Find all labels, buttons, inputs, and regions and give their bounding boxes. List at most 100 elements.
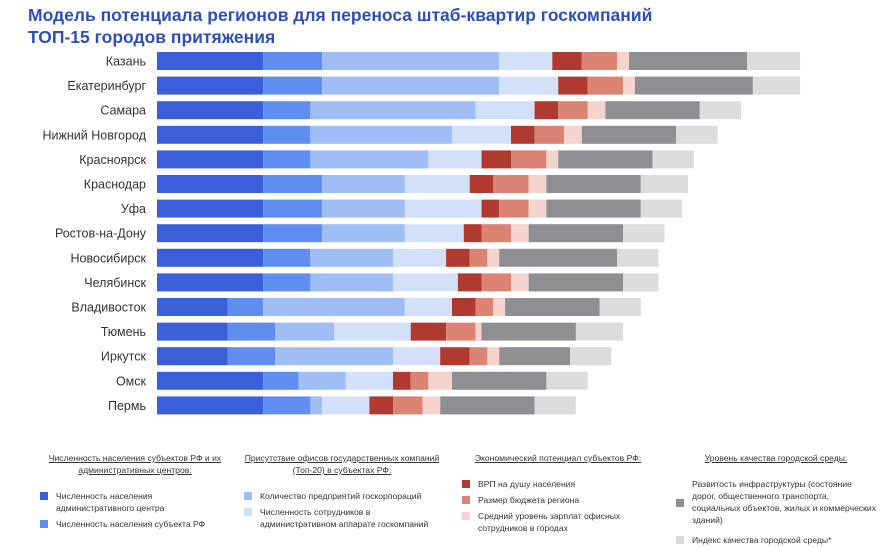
bar-segment-s3 [499, 52, 553, 70]
legend-swatch [244, 492, 252, 500]
bar-segment-s4 [558, 76, 588, 95]
bar-segment-s4 [481, 150, 511, 169]
legend-label: Количество предприятий госкорпораций [260, 491, 422, 501]
bar-segment-s8 [617, 248, 659, 267]
bar-segment-s7 [605, 101, 700, 120]
legend-label: Численность населения административного … [56, 491, 165, 513]
legend-label: Развитость инфраструктуры (состояние дор… [692, 479, 877, 525]
bar-segment-s4 [469, 175, 494, 193]
bar-segment-s7 [499, 347, 570, 366]
category-label: Владивосток [71, 301, 146, 315]
bar-segment-s5 [581, 52, 618, 70]
bar-segment-s0 [157, 224, 264, 243]
bar-segment-s2 [322, 52, 500, 70]
bar-segment-s4 [410, 322, 447, 341]
bar-segment-s8 [546, 371, 588, 390]
bar-segment-s2 [275, 322, 334, 341]
legend-item: Численность населения субъекта РФ [40, 518, 230, 530]
bar-segment-s6 [587, 101, 606, 120]
bar-segment-s2 [310, 125, 452, 144]
bar-segment-s3 [345, 371, 393, 390]
legend-label: ВРП на душу населения [478, 479, 576, 489]
bar-segment-s5 [469, 347, 488, 366]
bar-segment-s3 [404, 298, 452, 316]
legend-item: Размер бюджета региона [462, 494, 654, 506]
bar-segment-s4 [393, 371, 411, 390]
legend-swatch [40, 520, 48, 528]
legend-swatch [244, 508, 252, 516]
bar-segment-s7 [546, 175, 641, 193]
legend-group-title: Численность населения субъектов РФ и их … [48, 453, 222, 475]
bar-segment-s1 [263, 371, 299, 390]
stacked-bar-chart: Казань Екатеринбург Самара Нижний Новгород К… [43, 52, 801, 415]
bar-segment-s8 [699, 101, 742, 120]
bar-segment-s3 [499, 76, 559, 95]
category-label: Омск [116, 374, 147, 388]
bar-segment-s0 [157, 76, 264, 95]
bar-segment-s7 [505, 298, 600, 316]
bar-segment-s7 [528, 224, 624, 243]
bar-segment-s2 [310, 396, 323, 415]
bar-segment-s5 [393, 396, 423, 415]
bar-segment-s5 [511, 150, 547, 169]
legend-item: ВРП на душу населения [462, 478, 654, 490]
bar-segment-s8 [623, 273, 659, 292]
bar-segment-s5 [481, 224, 511, 243]
bar-segment-s5 [410, 371, 429, 390]
bar-segment-s8 [599, 298, 641, 316]
bar-segment-s7 [581, 125, 677, 144]
bar-segment-s0 [157, 347, 228, 366]
bar-segment-s7 [634, 76, 753, 95]
bar-segment-s1 [227, 347, 275, 366]
category-label: Краснодар [84, 178, 146, 192]
bar-segment-s0 [157, 101, 264, 120]
bar-segment-s4 [463, 224, 482, 243]
bar-segment-s1 [263, 52, 323, 70]
bar-segment-s1 [263, 101, 311, 120]
legend-swatch [676, 499, 684, 507]
bar-segment-s8 [752, 76, 801, 95]
category-label: Ростов-на-Дону [55, 227, 147, 241]
bar-segment-s0 [157, 150, 264, 169]
bar-segment-s0 [157, 175, 264, 193]
bar-segment-s2 [298, 371, 346, 390]
bar-segment-s1 [263, 224, 323, 243]
bar-segment-s4 [481, 199, 500, 218]
category-label: Екатеринбург [67, 79, 146, 93]
bar-segment-s3 [404, 224, 464, 243]
bar-segment-s4 [511, 125, 535, 144]
bar-segment-s3 [475, 101, 535, 120]
bar-segment-s4 [552, 52, 582, 70]
bar-segment-s5 [469, 248, 488, 267]
bar-segment-s1 [227, 322, 275, 341]
legend-group-offices: Присутствие офисов государственных компа… [244, 452, 440, 532]
legend-item: Численность сотрудников в административн… [244, 506, 440, 530]
bar-segment-s7 [452, 371, 547, 390]
category-label: Новосибирск [71, 251, 147, 265]
bar-segment-s0 [157, 248, 264, 267]
bar-segment-s2 [322, 175, 405, 193]
bar-segment-s6 [493, 298, 506, 316]
bar-segment-s4 [457, 273, 482, 292]
bar-segment-s6 [623, 76, 635, 95]
legend-item: Развитость инфраструктуры (состояние дор… [676, 478, 876, 526]
bar-segment-s0 [157, 273, 264, 292]
bar-segment-s4 [534, 101, 559, 120]
bar-segment-s1 [263, 76, 323, 95]
bar-segment-s0 [157, 298, 228, 316]
legend-label: Индекс качества городской среды* [692, 535, 832, 545]
legend-item: Количество предприятий госкорпораций [244, 490, 440, 502]
category-label: Пермь [108, 399, 146, 413]
bar-segment-s5 [446, 322, 476, 341]
legend-swatch [462, 480, 470, 488]
bar-segment-s7 [499, 248, 618, 267]
legend-label: Средний уровень зарплат офисных сотрудни… [478, 511, 621, 533]
bar-segment-s4 [369, 396, 393, 415]
bar-segment-s6 [428, 371, 452, 390]
bar-segment-s1 [263, 125, 311, 144]
bar-segment-s2 [275, 347, 393, 366]
legend-swatch [462, 496, 470, 504]
bar-segment-s1 [263, 150, 311, 169]
legend-swatch [462, 512, 470, 520]
bar-segment-s3 [404, 199, 482, 218]
